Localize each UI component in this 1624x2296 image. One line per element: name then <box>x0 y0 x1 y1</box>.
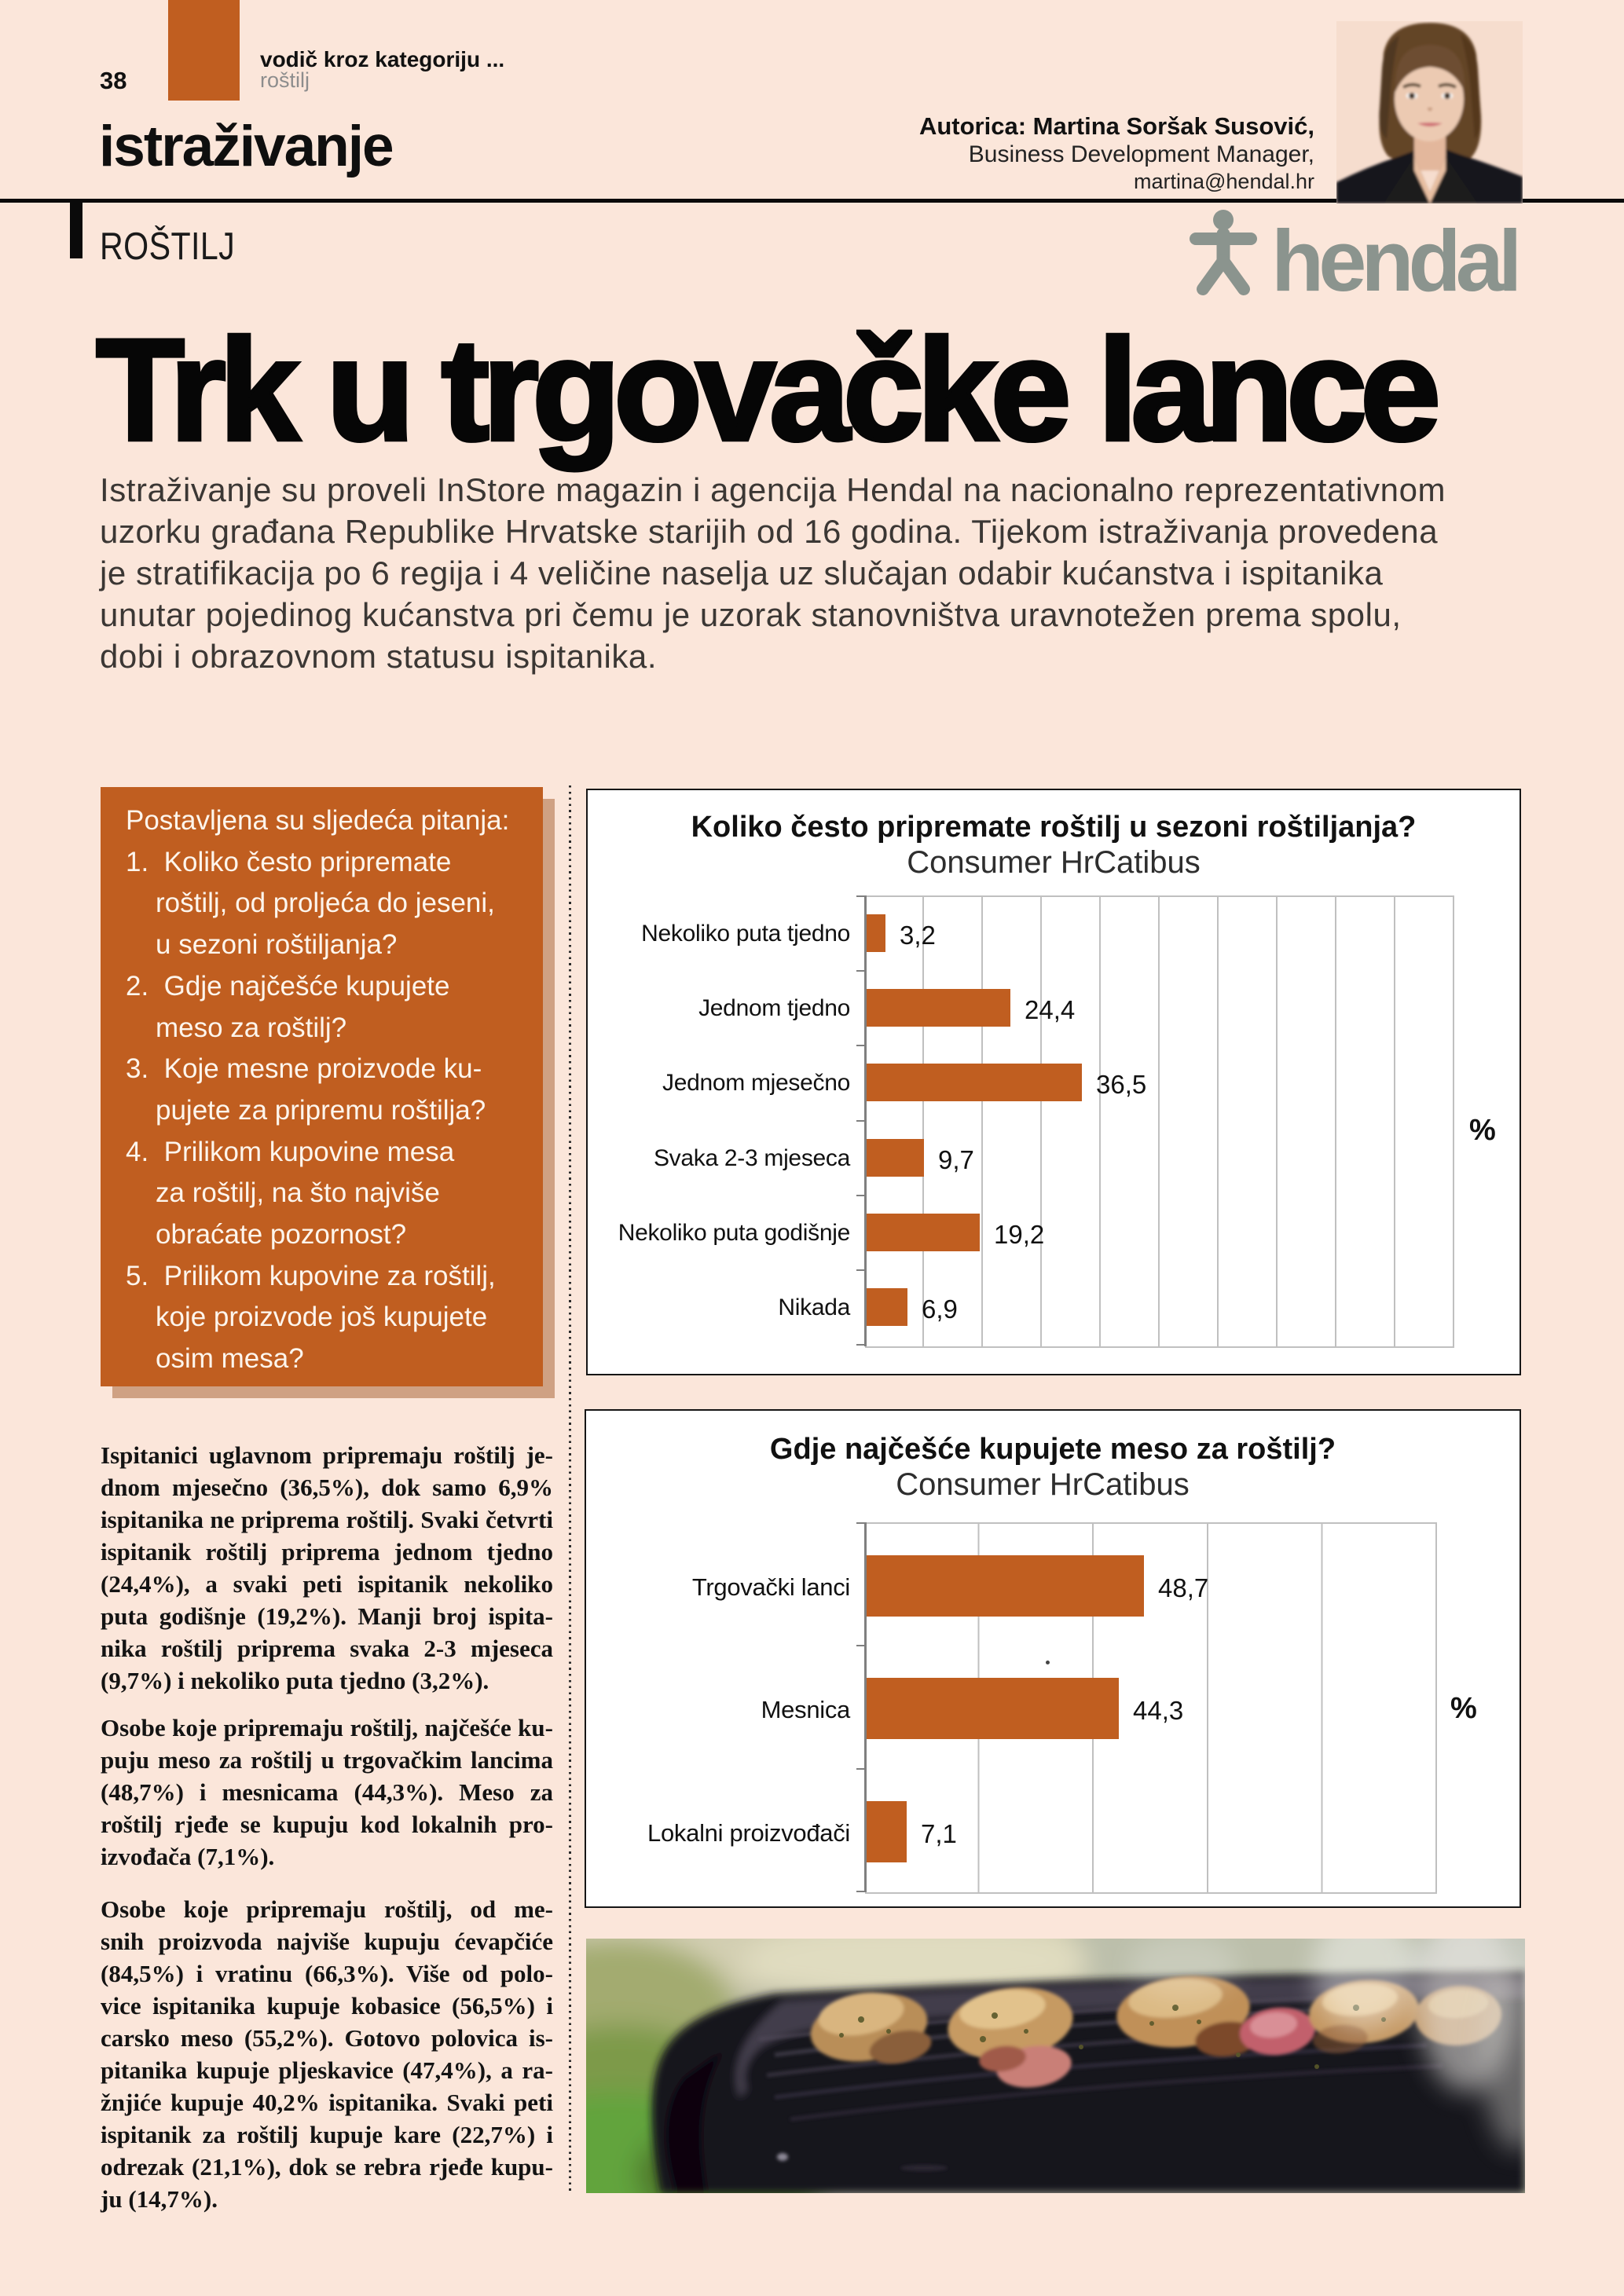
svg-text:hendal: hendal <box>1271 213 1517 297</box>
